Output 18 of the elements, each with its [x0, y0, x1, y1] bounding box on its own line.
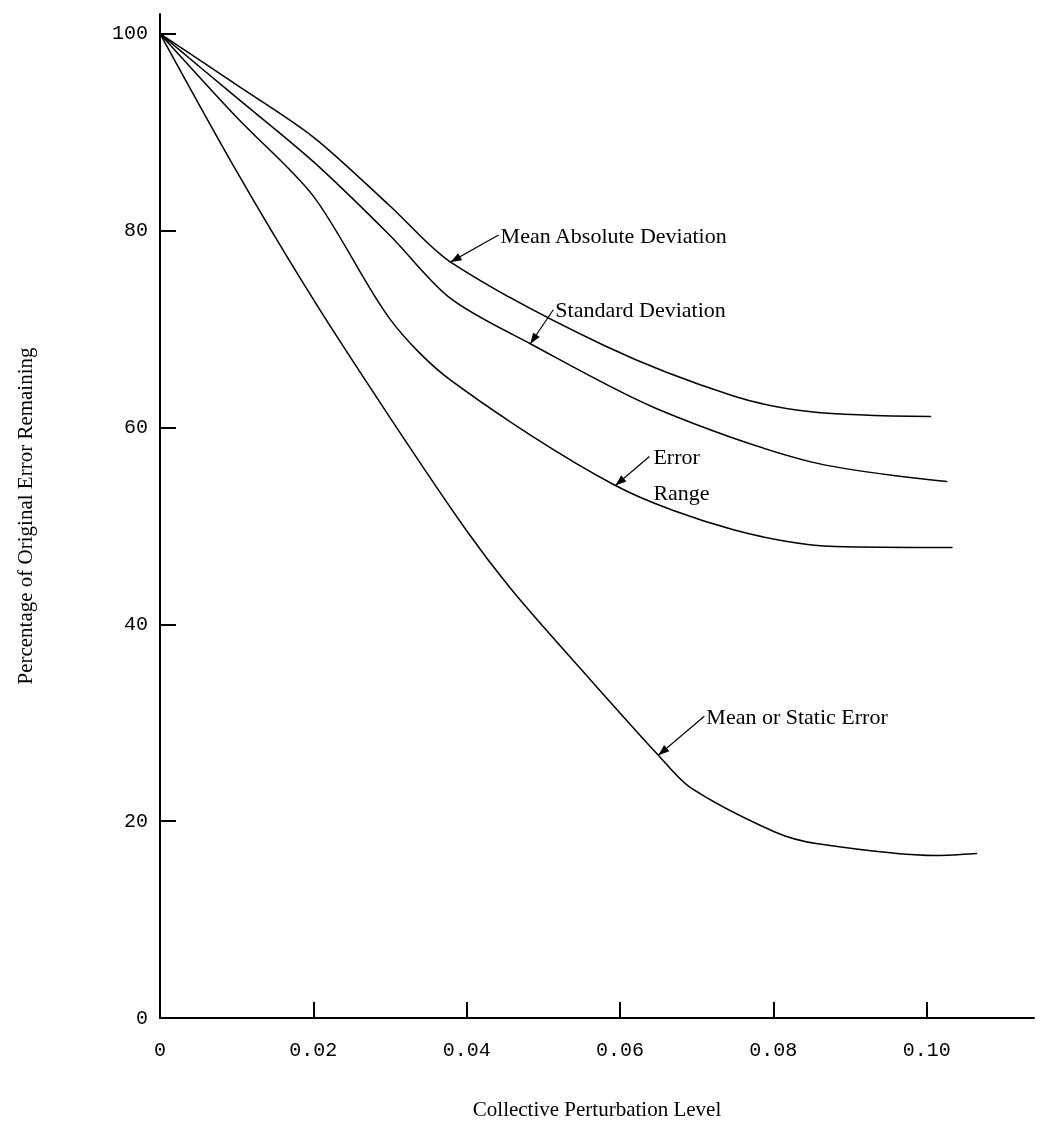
- x-axis-title: Collective Perturbation Level: [472, 1096, 722, 1121]
- y-tick-label: 40: [123, 612, 148, 636]
- x-tick-label: 0.02: [289, 1038, 338, 1062]
- annotation: Mean or Static Error: [706, 703, 889, 729]
- y-tick-label: 60: [123, 415, 148, 439]
- y-tick-label: 0: [135, 1006, 148, 1030]
- x-tick-label: 0.04: [442, 1038, 491, 1062]
- x-tick-label: 0.08: [749, 1038, 798, 1062]
- y-tick-label: 80: [123, 219, 148, 243]
- x-tick-label: 0: [153, 1038, 167, 1062]
- x-tick-label: 0.10: [902, 1038, 951, 1062]
- annotation: Error Range: [653, 443, 710, 505]
- annotation: Standard Deviation: [555, 297, 726, 323]
- annotation: Mean Absolute Deviation: [500, 222, 727, 248]
- x-tick-label: 0.06: [595, 1038, 645, 1062]
- y-tick-label: 20: [123, 809, 148, 833]
- y-tick-label: 100: [111, 22, 148, 46]
- y-axis-title: Percentage of Original Error Remaining: [12, 346, 37, 685]
